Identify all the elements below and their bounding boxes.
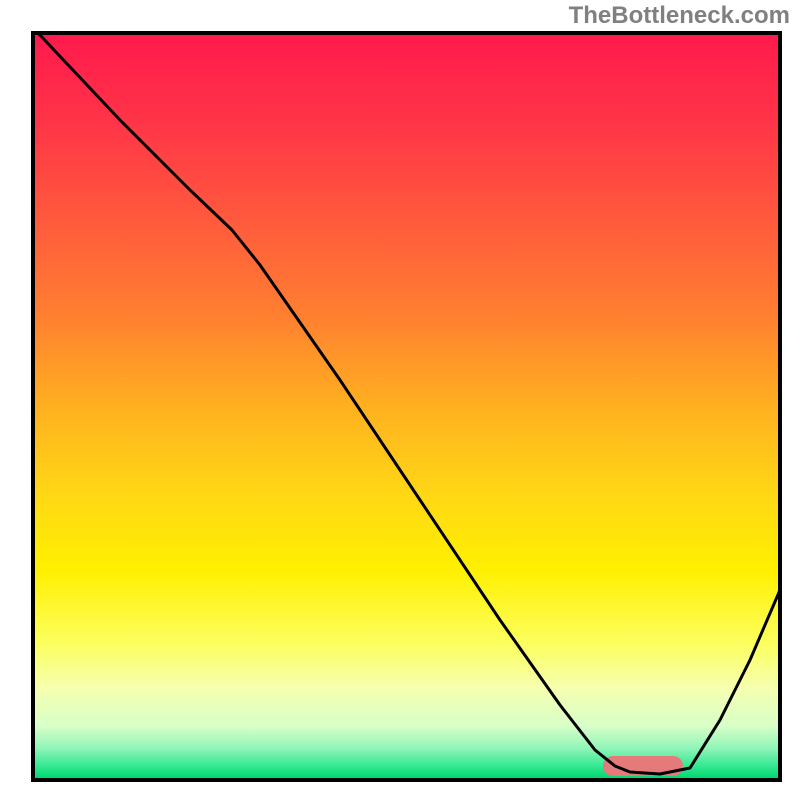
watermark-text: TheBottleneck.com	[569, 2, 790, 30]
chart-svg	[0, 0, 800, 800]
chart-container: TheBottleneck.com	[0, 0, 800, 800]
